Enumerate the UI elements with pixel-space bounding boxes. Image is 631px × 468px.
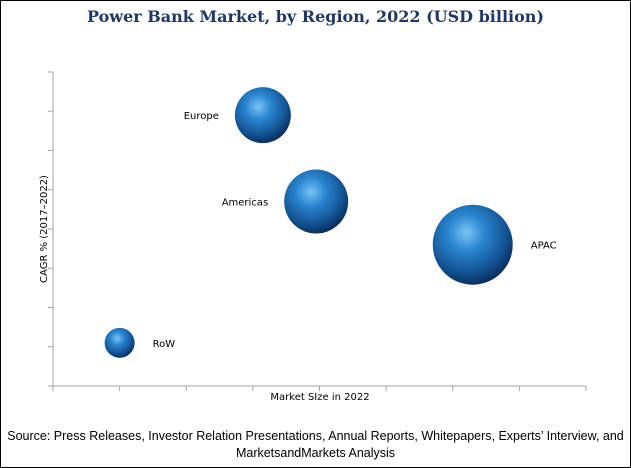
y-axis-label: CAGR % (2017–2022) <box>39 175 50 283</box>
bubble-row <box>104 327 135 358</box>
bubble-label: RoW <box>153 339 176 350</box>
bubble-europe <box>234 87 291 144</box>
bubble-apac <box>432 204 513 285</box>
x-axis-label: Market SIze in 2022 <box>270 392 369 403</box>
source-note: Source: Press Releases, Investor Relatio… <box>7 429 624 460</box>
chart-title: Power Bank Market, by Region, 2022 (USD … <box>87 7 544 26</box>
bubble-label: Europe <box>184 111 219 122</box>
bubble-label: Americas <box>222 198 268 209</box>
bubble-americas <box>284 169 349 234</box>
bubble-label: APAC <box>531 241 557 252</box>
